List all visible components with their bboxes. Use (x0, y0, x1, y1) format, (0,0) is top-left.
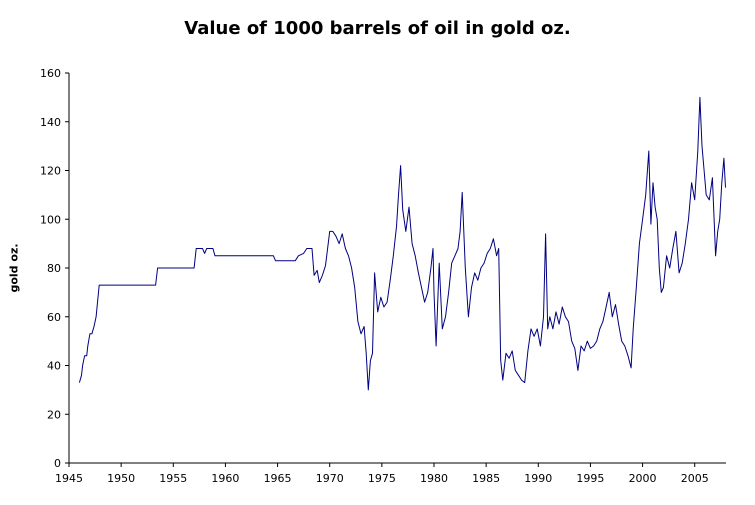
y-tick-label: 80 (47, 262, 61, 275)
y-tick-label: 20 (47, 408, 61, 421)
x-tick-label: 1980 (420, 472, 448, 485)
y-tick-label: 0 (54, 457, 61, 470)
y-tick-label: 40 (47, 360, 61, 373)
x-tick-label: 1960 (211, 472, 239, 485)
y-tick-label: 60 (47, 311, 61, 324)
y-tick-label: 140 (40, 116, 61, 129)
x-tick-label: 1950 (107, 472, 135, 485)
x-tick-label: 1970 (316, 472, 344, 485)
x-tick-label: 2000 (629, 472, 657, 485)
y-tick-label: 120 (40, 165, 61, 178)
y-tick-label: 100 (40, 213, 61, 226)
x-tick-label: 1990 (524, 472, 552, 485)
x-tick-label: 1965 (264, 472, 292, 485)
chart-title: Value of 1000 barrels of oil in gold oz. (184, 18, 571, 39)
x-tick-label: 1985 (472, 472, 500, 485)
x-tick-label: 1995 (576, 472, 604, 485)
x-tick-label: 1945 (55, 472, 83, 485)
x-tick-label: 2005 (681, 472, 709, 485)
series-line-oil-gold-ratio (78, 96, 726, 391)
y-tick-label: 160 (40, 67, 61, 80)
y-axis-ticks: 0 20 40 60 80 100 120 140 160 (40, 67, 69, 470)
x-axis-ticks: 1945 1950 1955 1960 1965 1970 1975 1980 1985 1990… (55, 463, 709, 485)
x-tick-label: 1955 (159, 472, 187, 485)
x-tick-label: 1975 (368, 472, 396, 485)
